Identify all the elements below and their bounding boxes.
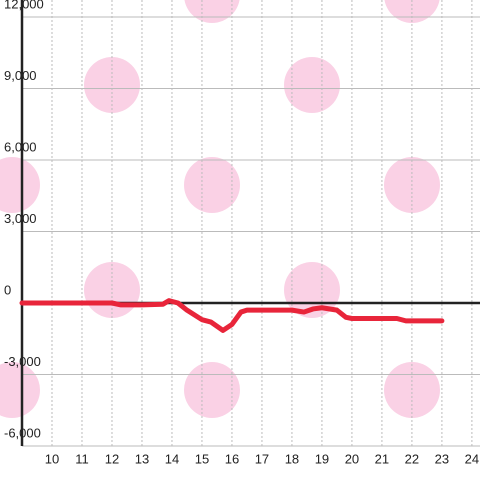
y-tick-label: 9,000: [4, 68, 37, 83]
x-tick-label: 16: [225, 451, 239, 466]
x-tick-label: 12: [105, 451, 119, 466]
x-tick-label: 20: [345, 451, 359, 466]
x-tick-label: 10: [45, 451, 59, 466]
x-tick-label: 11: [75, 451, 89, 466]
x-tick-label: 19: [315, 451, 329, 466]
y-tick-label: 0: [4, 282, 11, 297]
watermarks: [0, 0, 440, 418]
x-tick-label: 23: [435, 451, 449, 466]
x-tick-label: 18: [285, 451, 299, 466]
x-tick-label: 13: [135, 451, 149, 466]
x-tick-label: 24: [465, 451, 479, 466]
x-tick-label: 15: [195, 451, 209, 466]
x-tick-label: 22: [405, 451, 419, 466]
x-tick-label: 21: [375, 451, 389, 466]
y-tick-label: 6,000: [4, 139, 37, 154]
data-line: [19, 298, 445, 333]
y-tick-label: 12,000: [4, 0, 44, 11]
x-tick-label: 17: [255, 451, 269, 466]
y-tick-label: 3,000: [4, 211, 37, 226]
x-tick-label: 14: [165, 451, 179, 466]
